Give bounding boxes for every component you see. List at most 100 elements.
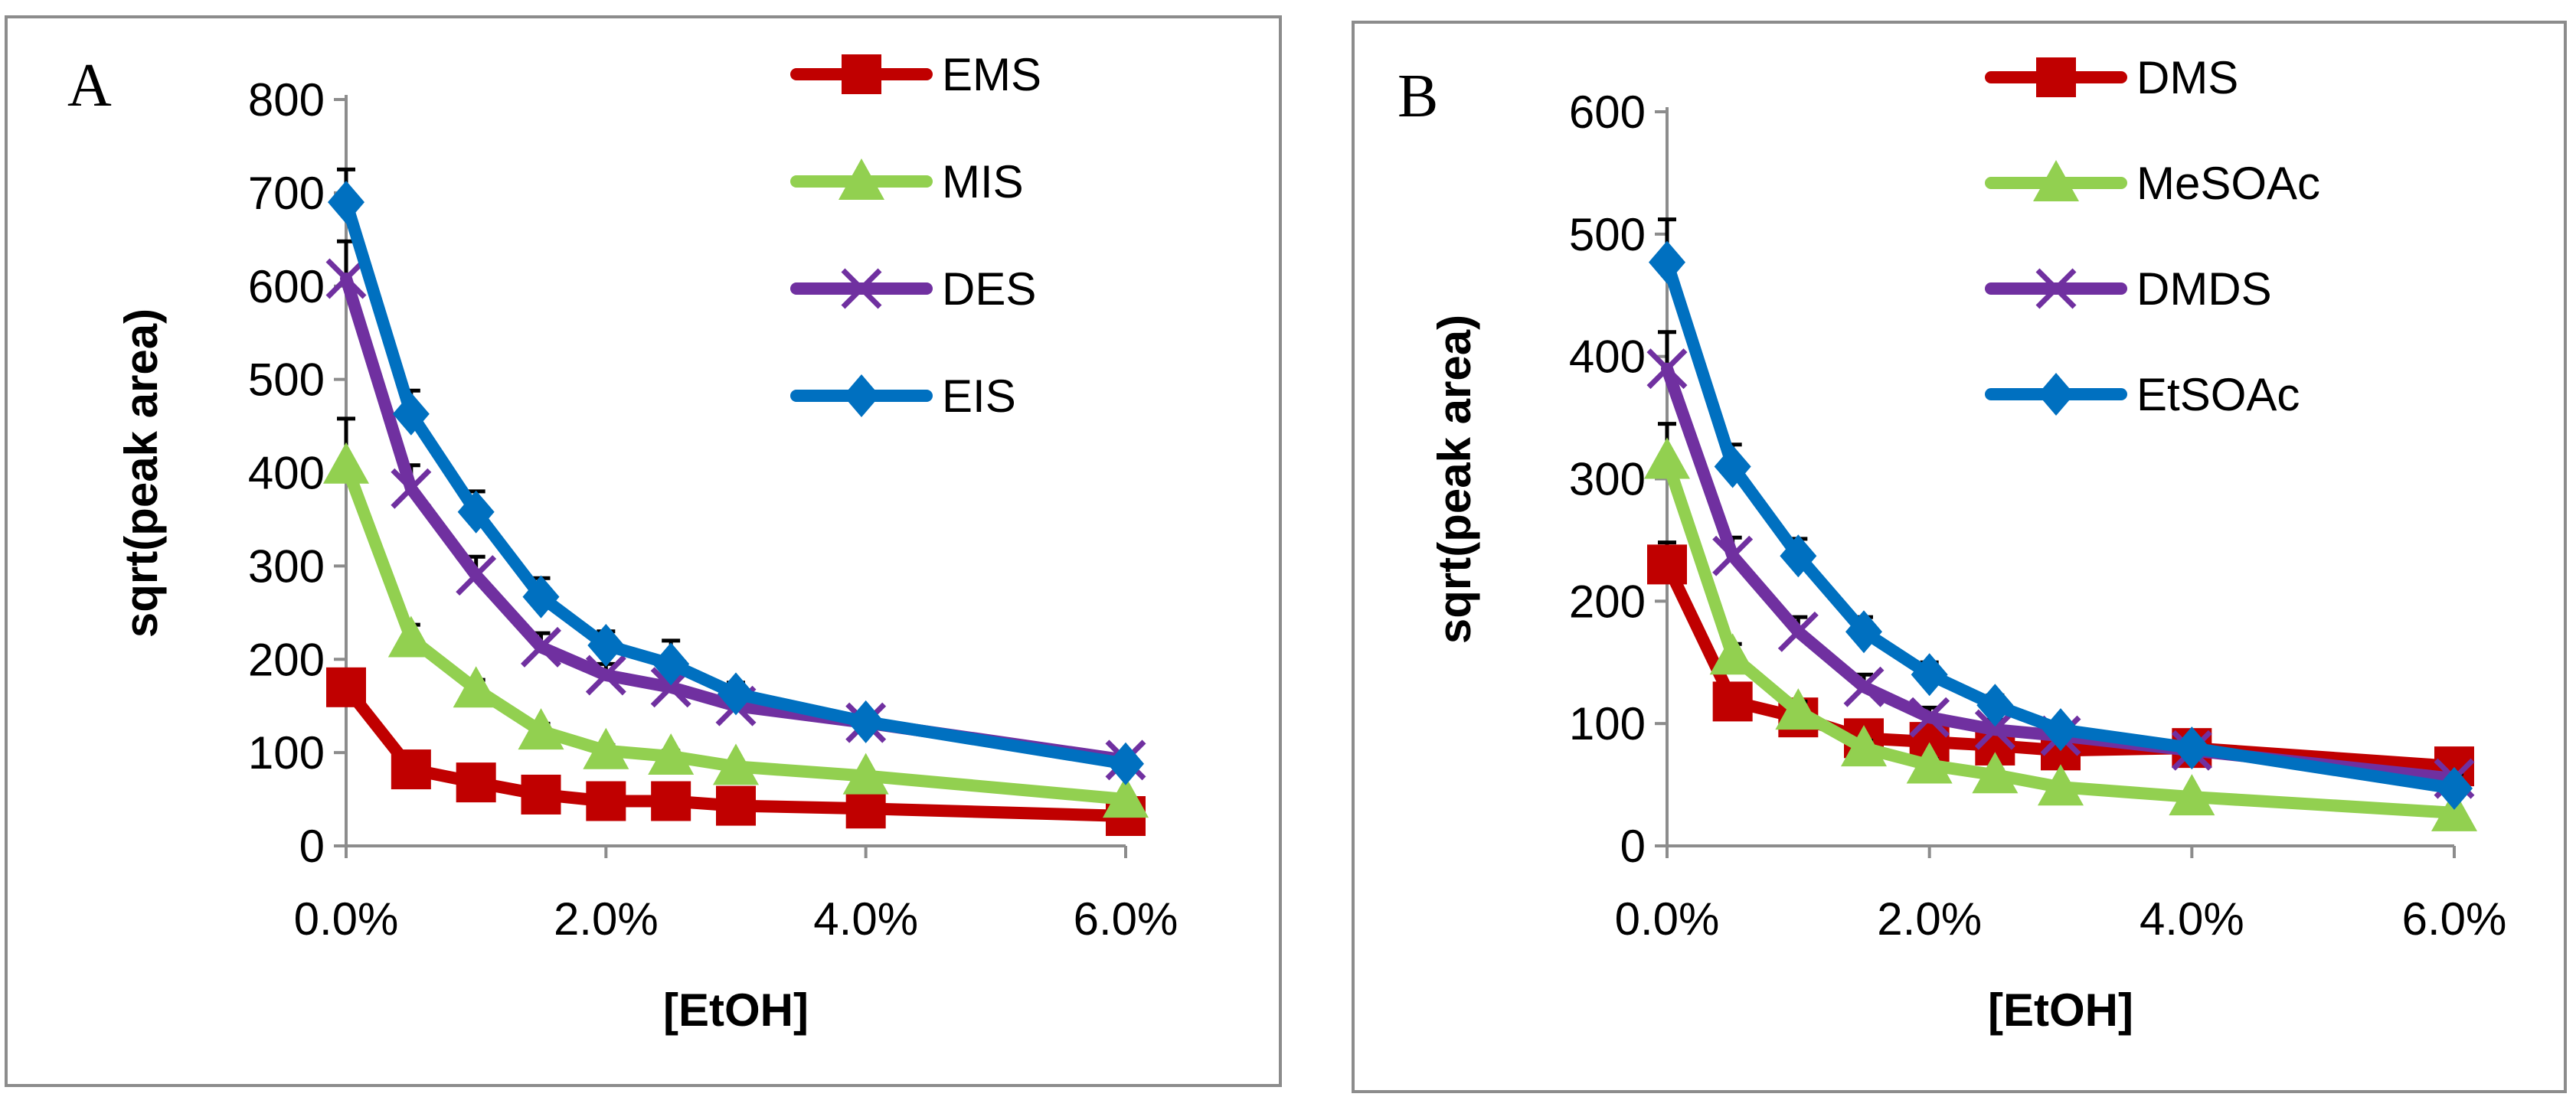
data-point <box>1843 666 1885 707</box>
y-axis-title-a: sqrt(peak area) <box>116 309 167 638</box>
legend-label: DMDS <box>2136 263 2272 315</box>
x-tick-label-a: 6.0% <box>1074 893 1178 945</box>
data-point <box>453 666 499 708</box>
x-tick-label-a: 2.0% <box>554 893 659 945</box>
data-point <box>2173 726 2211 770</box>
panel-letter-a: A <box>67 52 112 119</box>
series-mesoac <box>1644 422 2477 831</box>
series-mis <box>323 416 1149 818</box>
x-tick-label-a: 4.0% <box>813 893 918 945</box>
x-axis-title-a: [EtOH] <box>663 984 809 1036</box>
legend-label: DMS <box>2136 52 2238 103</box>
data-point <box>842 753 889 795</box>
y-tick-label-b: 500 <box>1569 209 1646 260</box>
x-tick-label-b: 2.0% <box>1877 893 1982 945</box>
data-point <box>1845 610 1882 654</box>
legend-marker <box>2035 268 2077 309</box>
y-tick-label-b: 100 <box>1569 698 1646 749</box>
legend-marker <box>2033 160 2079 201</box>
legend-entry-mis: MIS <box>790 156 1024 207</box>
data-point <box>521 626 561 668</box>
data-point <box>648 733 695 775</box>
data-point <box>2042 708 2079 752</box>
data-point <box>651 781 691 821</box>
data-point <box>325 258 367 299</box>
y-tick-label-a: 300 <box>248 540 325 592</box>
y-tick-label-a: 200 <box>248 634 325 685</box>
data-point <box>2436 766 2473 810</box>
data-point <box>1712 681 1753 722</box>
data-point <box>1906 742 1953 784</box>
data-point <box>326 667 366 707</box>
y-tick-label-a: 600 <box>248 261 325 312</box>
panel-frame-a <box>5 15 1282 1087</box>
y-tick-label-a: 800 <box>248 74 325 126</box>
legend-label: MIS <box>942 156 1024 207</box>
data-point <box>1777 611 1819 652</box>
data-point <box>1646 348 1688 390</box>
data-point <box>1649 240 1685 284</box>
data-point <box>391 468 432 509</box>
y-tick-label-a: 700 <box>248 168 325 219</box>
x-axis-title-b: [EtOH] <box>1988 984 2133 1036</box>
data-point <box>328 181 364 224</box>
legend-marker <box>843 374 880 417</box>
data-point <box>391 749 431 790</box>
data-point <box>1976 684 2014 727</box>
data-point <box>457 490 495 534</box>
y-tick-label-b: 0 <box>1620 821 1646 872</box>
series-ems <box>326 667 1146 836</box>
legend-marker <box>2038 373 2074 416</box>
legend-marker <box>839 158 884 200</box>
x-tick-label-b: 6.0% <box>2402 893 2507 945</box>
legend-marker <box>842 54 881 94</box>
panel-a: A 0 100 200 300 400 500 600 700 800 0.0% 2.0% 4.0% 6.… <box>5 15 1282 1087</box>
legend-entry-etsoac: EtSOAc <box>1985 369 2300 420</box>
data-point <box>392 392 430 436</box>
data-point <box>716 785 756 826</box>
legend-marker <box>2036 57 2076 97</box>
y-axis-title-b: sqrt(peak area) <box>1429 315 1480 644</box>
data-point <box>2169 774 2215 816</box>
data-point <box>583 727 629 769</box>
legend-label: MeSOAc <box>2136 158 2320 209</box>
legend-entry-dms: DMS <box>1985 52 2238 103</box>
data-point <box>1107 742 1144 785</box>
legend-entry-ems: EMS <box>790 49 1041 100</box>
legend-label: DES <box>942 263 1036 315</box>
data-point <box>1974 709 2015 750</box>
panel-letter-b: B <box>1398 63 1438 130</box>
legend-entry-dmds: DMDS <box>1985 263 2272 315</box>
data-point <box>1709 633 1756 675</box>
data-point <box>2431 789 2477 831</box>
data-point <box>1841 725 1887 767</box>
legend-label: EIS <box>942 371 1016 422</box>
y-tick-label-b: 200 <box>1569 576 1646 627</box>
y-tick-label-a: 400 <box>248 448 325 499</box>
data-point <box>1909 697 1950 738</box>
legend-label: EMS <box>942 49 1041 100</box>
series-etsoac <box>1649 217 2473 810</box>
y-tick-label-b: 300 <box>1569 454 1646 505</box>
legend-entry-eis: EIS <box>790 371 1016 422</box>
data-point <box>1780 534 1817 578</box>
data-point <box>1103 776 1149 818</box>
data-point <box>718 672 754 716</box>
data-point <box>1911 653 1948 697</box>
data-point <box>847 700 884 743</box>
y-tick-label-a: 500 <box>248 354 325 406</box>
series-eis <box>328 167 1144 785</box>
data-point <box>1712 535 1754 576</box>
data-point <box>521 774 561 815</box>
legend-entry-des: DES <box>790 263 1036 315</box>
data-point <box>522 575 560 619</box>
y-tick-label-b: 600 <box>1569 87 1646 138</box>
data-point <box>323 442 369 484</box>
legend-label: EtSOAc <box>2136 369 2300 420</box>
data-point <box>456 762 496 803</box>
data-point <box>456 555 497 596</box>
data-point <box>587 623 625 667</box>
data-point <box>845 788 886 829</box>
data-point <box>2038 764 2084 806</box>
